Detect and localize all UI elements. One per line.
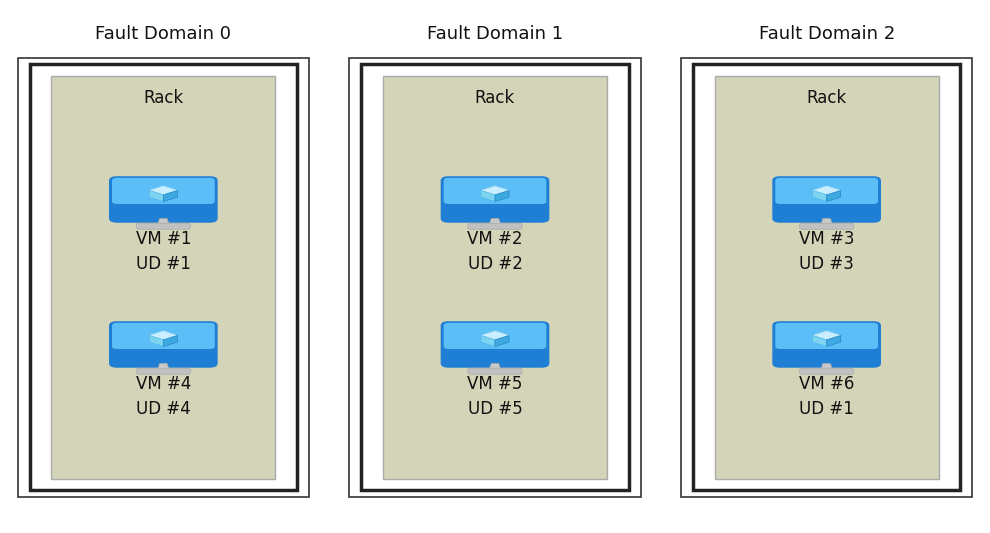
FancyBboxPatch shape (361, 64, 629, 490)
FancyBboxPatch shape (109, 176, 218, 223)
FancyBboxPatch shape (775, 178, 878, 204)
Text: VM #3
UD #3: VM #3 UD #3 (799, 230, 854, 273)
FancyBboxPatch shape (468, 223, 522, 229)
FancyBboxPatch shape (681, 58, 972, 497)
FancyBboxPatch shape (800, 368, 853, 374)
Polygon shape (495, 335, 509, 346)
Polygon shape (827, 335, 841, 346)
FancyBboxPatch shape (349, 58, 641, 497)
Polygon shape (163, 335, 177, 346)
Polygon shape (481, 331, 509, 340)
Polygon shape (481, 335, 495, 346)
Text: VM #6
UD #1: VM #6 UD #1 (799, 375, 854, 418)
FancyBboxPatch shape (18, 58, 309, 497)
FancyBboxPatch shape (30, 64, 297, 490)
FancyBboxPatch shape (383, 76, 607, 479)
Text: VM #4
UD #4: VM #4 UD #4 (136, 375, 191, 418)
Polygon shape (827, 190, 841, 201)
FancyBboxPatch shape (112, 323, 215, 349)
Polygon shape (157, 219, 169, 225)
Text: VM #2
UD #2: VM #2 UD #2 (467, 230, 523, 273)
Polygon shape (149, 190, 163, 201)
Text: VM #1
UD #1: VM #1 UD #1 (136, 230, 191, 273)
Polygon shape (813, 335, 827, 346)
Polygon shape (495, 190, 509, 201)
FancyBboxPatch shape (468, 368, 522, 374)
Polygon shape (489, 219, 501, 225)
Polygon shape (149, 186, 177, 195)
Polygon shape (813, 331, 841, 340)
FancyBboxPatch shape (800, 223, 853, 229)
Polygon shape (157, 364, 169, 370)
FancyBboxPatch shape (441, 176, 549, 223)
Polygon shape (481, 190, 495, 201)
Polygon shape (481, 186, 509, 195)
FancyBboxPatch shape (51, 76, 275, 479)
FancyBboxPatch shape (772, 321, 881, 368)
Text: VM #5
UD #5: VM #5 UD #5 (467, 375, 523, 418)
FancyBboxPatch shape (715, 76, 939, 479)
Text: Rack: Rack (475, 89, 515, 107)
FancyBboxPatch shape (772, 176, 881, 223)
FancyBboxPatch shape (775, 323, 878, 349)
FancyBboxPatch shape (444, 178, 546, 204)
Polygon shape (821, 364, 833, 370)
Text: Fault Domain 2: Fault Domain 2 (758, 25, 895, 43)
FancyBboxPatch shape (112, 178, 215, 204)
Polygon shape (813, 190, 827, 201)
FancyBboxPatch shape (109, 321, 218, 368)
Text: Rack: Rack (144, 89, 183, 107)
Polygon shape (821, 219, 833, 225)
Polygon shape (163, 190, 177, 201)
Text: Fault Domain 0: Fault Domain 0 (95, 25, 232, 43)
FancyBboxPatch shape (137, 368, 190, 374)
FancyBboxPatch shape (444, 323, 546, 349)
Polygon shape (149, 331, 177, 340)
FancyBboxPatch shape (441, 321, 549, 368)
Text: Fault Domain 1: Fault Domain 1 (427, 25, 563, 43)
FancyBboxPatch shape (693, 64, 960, 490)
Text: Rack: Rack (807, 89, 846, 107)
Polygon shape (489, 364, 501, 370)
FancyBboxPatch shape (137, 223, 190, 229)
Polygon shape (813, 186, 841, 195)
Polygon shape (149, 335, 163, 346)
